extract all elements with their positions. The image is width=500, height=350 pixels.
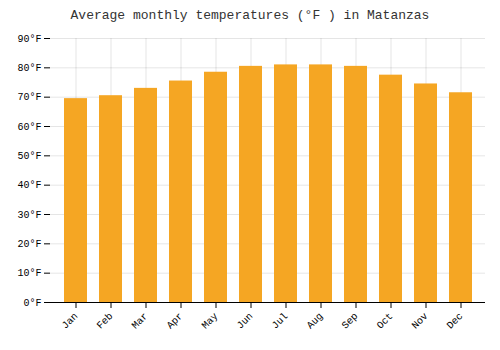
svg-text:Oct: Oct	[375, 311, 396, 332]
svg-text:90°F: 90°F	[17, 34, 41, 45]
svg-text:Nov: Nov	[410, 311, 431, 332]
svg-text:40°F: 40°F	[17, 180, 41, 191]
svg-text:50°F: 50°F	[17, 151, 41, 162]
svg-text:Sep: Sep	[340, 311, 361, 332]
svg-text:Dec: Dec	[445, 311, 466, 332]
svg-text:Jul: Jul	[270, 311, 291, 332]
svg-text:30°F: 30°F	[17, 210, 41, 221]
svg-text:Aug: Aug	[305, 311, 326, 332]
svg-text:60°F: 60°F	[17, 122, 41, 133]
svg-text:20°F: 20°F	[17, 239, 41, 250]
svg-text:70°F: 70°F	[17, 92, 41, 103]
svg-text:0°F: 0°F	[23, 298, 41, 309]
svg-text:Apr: Apr	[165, 311, 186, 332]
svg-text:10°F: 10°F	[17, 268, 41, 279]
svg-text:May: May	[200, 311, 221, 332]
svg-text:Mar: Mar	[130, 311, 151, 332]
svg-text:80°F: 80°F	[17, 63, 41, 74]
svg-text:Jun: Jun	[235, 311, 256, 332]
html-text:Average monthly temperatures (: Average monthly temperatures (°F ) in Ma…	[70, 8, 430, 23]
svg-text:Feb: Feb	[95, 311, 116, 332]
svg-text:Jan: Jan	[60, 311, 81, 332]
